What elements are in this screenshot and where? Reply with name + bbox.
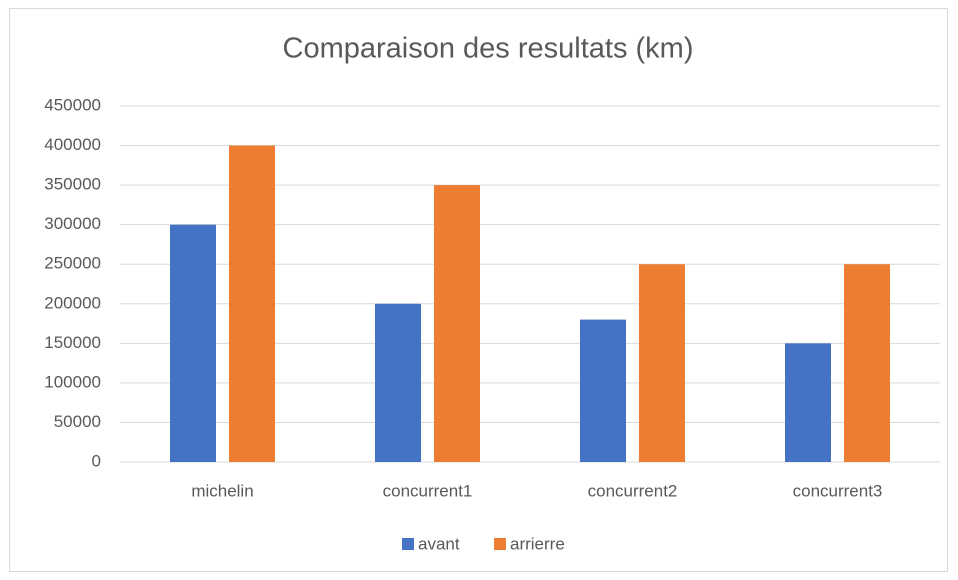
x-tick-label: concurrent3 [793, 481, 883, 500]
y-tick-label: 300000 [44, 214, 101, 233]
legend-label: arrierre [510, 534, 565, 553]
y-tick-label: 50000 [54, 412, 101, 431]
bar [434, 185, 480, 462]
bar [229, 145, 275, 463]
y-tick-label: 200000 [44, 293, 101, 312]
x-tick-label: michelin [191, 481, 253, 500]
y-tick-label: 350000 [44, 175, 101, 194]
chart-title: Comparaison des resultats (km) [283, 33, 694, 65]
bar [785, 343, 831, 462]
legend-swatch [402, 538, 414, 550]
y-tick-label: 100000 [44, 372, 101, 391]
y-tick-label: 450000 [44, 95, 101, 114]
legend-label: avant [418, 534, 460, 553]
x-tick-label: concurrent1 [383, 481, 473, 500]
bar [844, 264, 890, 462]
legend-swatch [494, 538, 506, 550]
bar [580, 319, 626, 462]
y-tick-label: 150000 [44, 333, 101, 352]
bar [170, 224, 216, 462]
y-tick-label: 250000 [44, 254, 101, 273]
bar [375, 303, 421, 462]
y-tick-label: 400000 [44, 135, 101, 154]
bar [639, 264, 685, 462]
y-tick-label: 0 [92, 451, 101, 470]
x-tick-label: concurrent2 [588, 481, 678, 500]
